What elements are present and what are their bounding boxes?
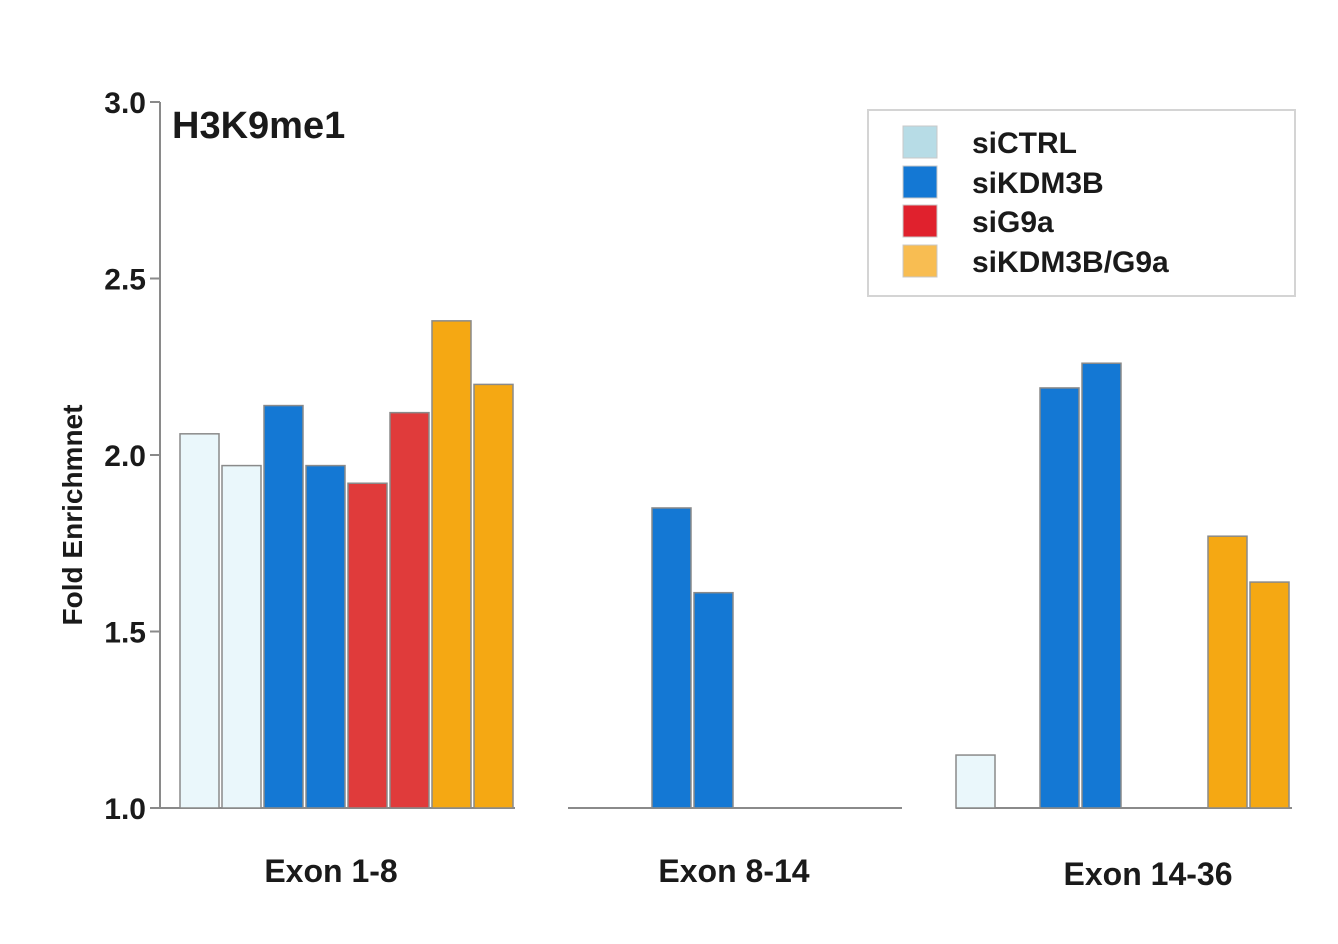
bar-sikdm3b-g9a-1-1: [431, 320, 472, 809]
legend: siCTRL siKDM3B siG9a siKDM3B/G9a: [867, 109, 1296, 297]
bar-sikdm3b-3-2: [1081, 362, 1122, 809]
legend-swatch: [902, 165, 938, 199]
bar-sikdm3b-g9a-3-1: [1207, 535, 1248, 809]
y-tick-label: 3.0: [104, 87, 146, 120]
y-tick-label: 2.5: [104, 264, 146, 297]
bar-sikdm3b-2-2: [693, 591, 734, 809]
bar-sikdm3b-2-1: [651, 507, 692, 809]
category-labels: Exon 1-8 Exon 8-14 Exon 14-36: [264, 853, 1232, 892]
x-category-label: Exon 8-14: [658, 853, 809, 889]
y-tick-label: 1.0: [104, 793, 146, 826]
legend-label: siG9a: [972, 206, 1054, 239]
y-tick-label: 2.0: [104, 440, 146, 473]
legend-box: [867, 109, 1296, 297]
chart-title: H3K9me1: [172, 105, 345, 147]
bar-sikdm3b-g9a-3-2: [1249, 581, 1290, 809]
y-tick-label: 1.5: [104, 617, 146, 650]
bar-sictrl-3-1: [955, 754, 996, 809]
bar-sikdm3b-1-1: [263, 404, 304, 809]
bar-sig9a-1-2: [389, 411, 430, 809]
legend-swatch: [902, 125, 938, 159]
legend-label: siKDM3B/G9a: [972, 246, 1169, 279]
x-category-label: Exon 14-36: [1064, 856, 1233, 892]
bar-sig9a-1-1: [347, 482, 388, 809]
x-category-label: Exon 1-8: [264, 853, 397, 889]
bars: [179, 320, 1290, 809]
y-axis-label: Fold Enrichmnet: [57, 405, 88, 626]
bar-sikdm3b-1-2: [305, 464, 346, 809]
bar-sikdm3b-3-1: [1039, 387, 1080, 809]
legend-swatch: [902, 204, 938, 238]
bar-sikdm3b-g9a-1-2: [473, 383, 514, 809]
legend-swatch: [902, 244, 938, 278]
legend-label: siKDM3B: [972, 167, 1104, 200]
bar-sictrl-1-2: [221, 464, 262, 809]
bar-sictrl-1-1: [179, 433, 220, 809]
legend-label: siCTRL: [972, 127, 1077, 160]
y-axis: 1.0 1.5 2.0 2.5 3.0: [104, 87, 161, 826]
